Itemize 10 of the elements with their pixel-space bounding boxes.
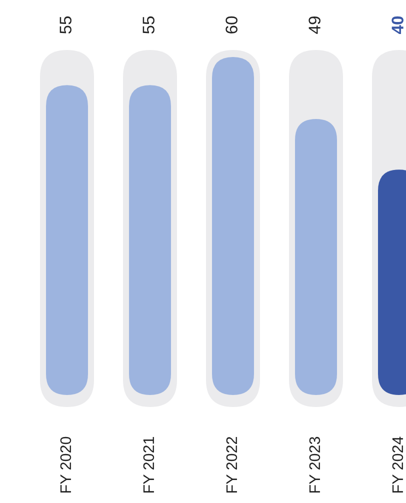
x-tick-label: FY 2024 [392,436,404,492]
x-tick-label: FY 2021 [143,437,154,492]
data-label: 49 [308,16,320,34]
x-tick-label: FY 2022 [226,437,238,492]
x-tick-label: FY 2023 [309,436,320,492]
data-label: 55 [142,16,154,34]
data-label: 40 [392,16,404,34]
data-label: 55 [60,16,72,34]
data-label: 60 [226,16,238,34]
x-tick-label: FY 2020 [60,436,72,492]
